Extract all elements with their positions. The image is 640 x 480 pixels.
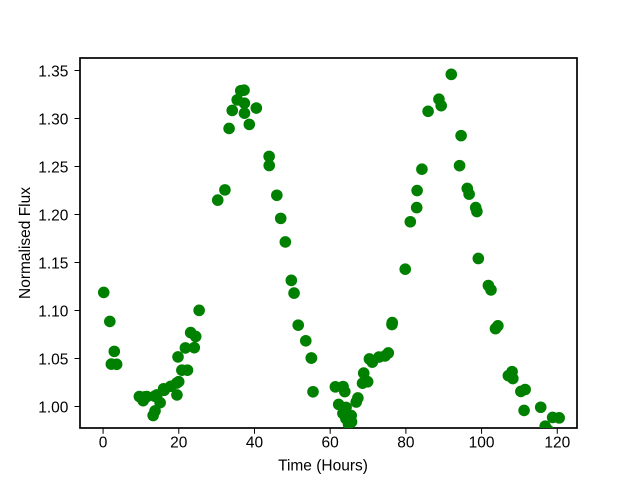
svg-text:1.25: 1.25 [38, 159, 68, 176]
svg-text:1.05: 1.05 [38, 351, 68, 368]
svg-text:1.00: 1.00 [38, 399, 69, 416]
svg-text:1.35: 1.35 [38, 63, 68, 80]
svg-text:1.30: 1.30 [38, 111, 69, 128]
svg-text:1.20: 1.20 [38, 207, 69, 224]
svg-text:Time (Hours): Time (Hours) [278, 458, 368, 475]
svg-text:1.15: 1.15 [38, 255, 68, 272]
svg-text:20: 20 [170, 435, 188, 452]
svg-text:1.10: 1.10 [38, 303, 69, 320]
svg-text:80: 80 [397, 435, 415, 452]
svg-text:0: 0 [99, 435, 108, 452]
svg-text:Normalised Flux: Normalised Flux [17, 187, 34, 299]
svg-text:60: 60 [322, 435, 340, 452]
svg-text:40: 40 [246, 435, 264, 452]
svg-text:100: 100 [469, 435, 495, 452]
svg-text:120: 120 [544, 435, 570, 452]
